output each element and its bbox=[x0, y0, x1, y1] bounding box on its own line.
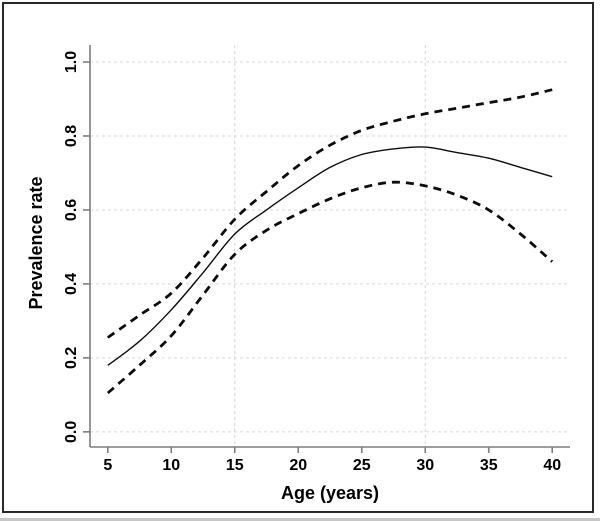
y-tick-label: 0.6 bbox=[63, 199, 80, 221]
x-tick-label: 30 bbox=[416, 457, 434, 474]
series-prevalence-estimate-curve bbox=[107, 146, 553, 366]
series-lower-confidence-bound-curve bbox=[106, 180, 554, 395]
y-tick-label: 0.2 bbox=[63, 347, 80, 369]
x-axis-title: Age (years) bbox=[281, 483, 379, 503]
x-tick-label: 35 bbox=[480, 457, 498, 474]
y-tick-label: 0.4 bbox=[63, 273, 80, 295]
bottom-edge-shadow bbox=[0, 518, 600, 521]
x-tick-label: 40 bbox=[543, 457, 561, 474]
x-tick-label: 10 bbox=[162, 457, 180, 474]
figure-border bbox=[2, 2, 594, 513]
x-tick-label: 20 bbox=[289, 457, 307, 474]
series-upper-confidence-bound-curve bbox=[106, 88, 553, 339]
y-tick-label: 0.8 bbox=[63, 125, 80, 147]
x-tick-label: 5 bbox=[103, 457, 112, 474]
y-axis-title: Prevalence rate bbox=[26, 176, 46, 309]
x-tick-label: 25 bbox=[353, 457, 371, 474]
y-tick-label: 1.0 bbox=[63, 51, 80, 73]
x-tick-label: 15 bbox=[226, 457, 244, 474]
y-tick-label: 0.0 bbox=[63, 421, 80, 443]
